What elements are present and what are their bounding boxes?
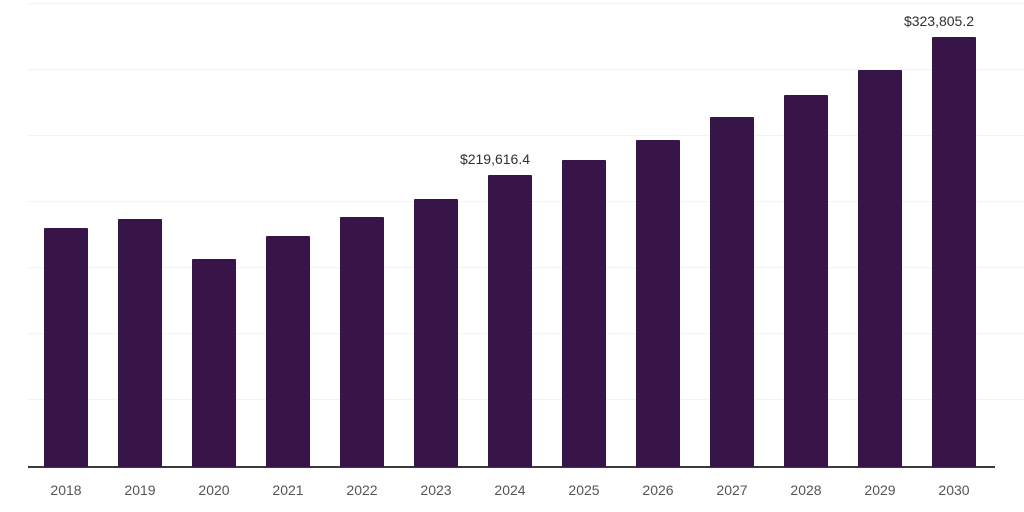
bar-group[interactable]: $219,616.4 2024 — [460, 0, 547, 512]
bar[interactable] — [192, 259, 236, 467]
bar[interactable] — [44, 228, 88, 467]
bar[interactable] — [636, 140, 680, 467]
bar[interactable] — [488, 175, 532, 467]
bar-group[interactable]: $323,805.2 2030 — [904, 0, 991, 512]
bar-group[interactable]: 2019 — [103, 0, 177, 512]
bar-group[interactable]: 2020 — [177, 0, 251, 512]
x-axis-category-label: 2023 — [420, 482, 452, 498]
bar[interactable] — [710, 117, 754, 467]
bar[interactable] — [562, 160, 606, 467]
x-axis-category-label: 2025 — [568, 482, 600, 498]
bar-group[interactable]: 2027 — [695, 0, 769, 512]
bar-group[interactable]: 2025 — [547, 0, 621, 512]
x-axis-category-label: 2026 — [642, 482, 674, 498]
x-axis-category-label: 2019 — [124, 482, 156, 498]
x-axis-category-label: 2029 — [864, 482, 896, 498]
x-axis-category-label: 2024 — [494, 482, 526, 498]
bar[interactable] — [784, 95, 828, 467]
x-axis-category-label: 2018 — [50, 482, 82, 498]
x-axis-category-label: 2027 — [716, 482, 748, 498]
bar-group[interactable]: 2028 — [769, 0, 843, 512]
bar-group[interactable]: 2023 — [399, 0, 473, 512]
gridline — [28, 3, 1024, 4]
bar-group[interactable]: 2029 — [843, 0, 917, 512]
gridline — [28, 69, 1024, 70]
bar[interactable] — [118, 219, 162, 467]
bar-group[interactable]: 2021 — [251, 0, 325, 512]
bar[interactable] — [932, 37, 976, 467]
bar[interactable] — [414, 199, 458, 467]
bar[interactable] — [858, 70, 902, 467]
x-axis-category-label: 2028 — [790, 482, 822, 498]
x-axis-category-label: 2020 — [198, 482, 230, 498]
bar-group[interactable]: 2018 — [29, 0, 103, 512]
bar-group[interactable]: 2022 — [325, 0, 399, 512]
bar-value-label: $219,616.4 — [459, 151, 531, 167]
gridline — [28, 135, 1024, 136]
x-axis-category-label: 2021 — [272, 482, 304, 498]
x-axis-category-label: 2022 — [346, 482, 378, 498]
bar-value-label: $323,805.2 — [903, 13, 975, 29]
bar[interactable] — [340, 217, 384, 467]
x-axis-line — [28, 466, 995, 468]
bar[interactable] — [266, 236, 310, 467]
bar-group[interactable]: 2026 — [621, 0, 695, 512]
x-axis-category-label: 2030 — [938, 482, 970, 498]
